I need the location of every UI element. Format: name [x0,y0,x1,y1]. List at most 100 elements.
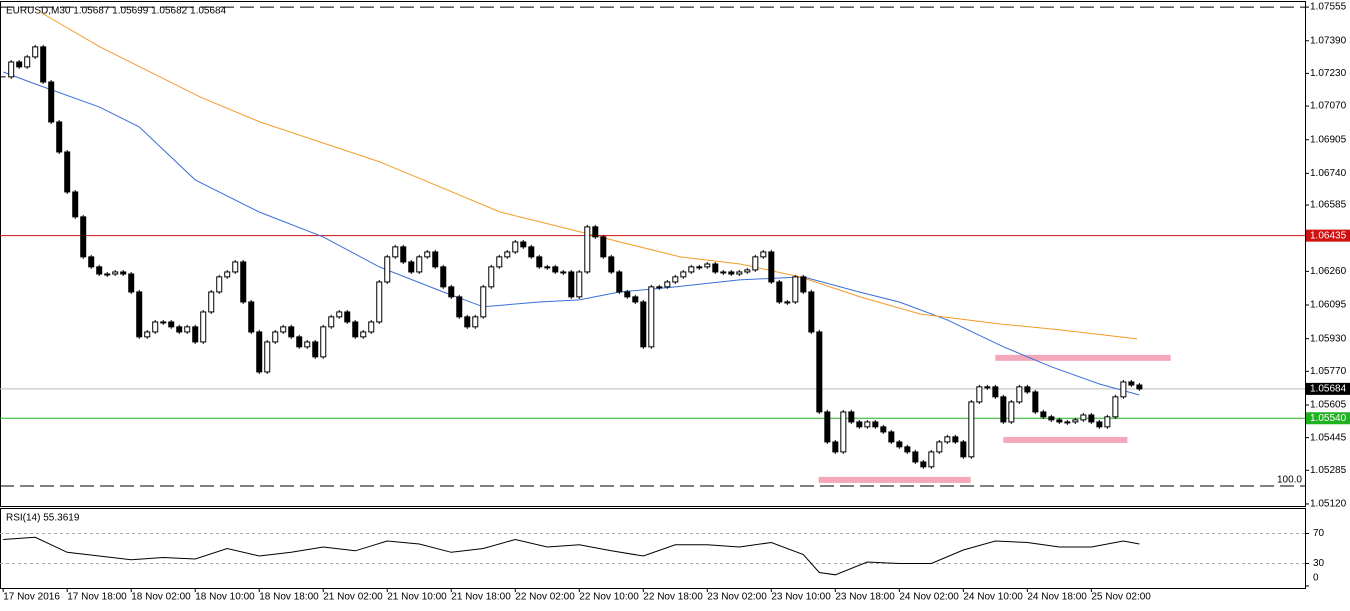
candle [112,271,119,275]
candle [432,251,439,268]
candle [584,226,591,273]
candle [992,386,999,398]
candle [536,256,543,268]
y-tick-label: 1.05445 [1310,432,1347,443]
candle [1048,416,1055,421]
candle [456,296,463,318]
candle [464,316,471,328]
candle [224,271,231,278]
candle [968,401,975,458]
candle [304,341,311,348]
candle [1064,421,1071,424]
x-tick-label: 23 Nov 18:00 [835,592,895,603]
moving-average [39,11,1138,340]
candle [1040,411,1047,418]
candle [600,236,607,258]
candle [88,256,95,268]
candle [1032,391,1039,413]
candle [560,271,567,274]
y-tick-label: 1.05930 [1310,333,1347,344]
candle [824,411,831,443]
candle [176,326,183,333]
x-tick-label: 24 Nov 02:00 [899,592,959,603]
x-tick-label: 24 Nov 10:00 [963,592,1023,603]
candle [800,276,807,293]
candle [296,336,303,348]
candle [904,446,911,453]
candle [384,256,391,283]
y-tick-label: 1.06905 [1310,134,1347,145]
candle [472,316,479,328]
candle [1112,396,1119,418]
x-tick-label: 17 Nov 2016 [3,592,60,603]
candle [416,256,423,273]
candle [400,246,407,263]
candle [520,241,527,248]
candle [1128,381,1135,386]
candle [808,291,815,333]
candle [288,326,295,338]
candle [72,191,79,218]
candle [864,421,871,428]
candle [568,271,575,298]
rsi-panel [0,508,1306,589]
x-tick-label: 18 Nov 10:00 [195,592,255,603]
x-tick-label: 22 Nov 02:00 [515,592,575,603]
candle [872,421,879,428]
candle [504,251,511,258]
candle [544,266,551,269]
x-tick-label: 21 Nov 10:00 [387,592,447,603]
candle [336,311,343,318]
candle [776,281,783,303]
candle [1104,416,1111,428]
level-label: 1.05540 [1310,413,1347,424]
candle [1136,384,1143,390]
candle [840,411,847,453]
y-tick-label: 1.05605 [1310,400,1347,411]
candle [160,321,167,324]
candle [232,261,239,273]
candle [632,296,639,303]
candle [192,326,199,343]
candle [888,431,895,443]
candle [592,226,599,238]
chart-title: EURUSD,M30 1.05687 1.05699 1.05682 1.056… [6,6,227,17]
candle [1120,381,1127,398]
y-tick-label: 1.06585 [1310,200,1347,211]
x-tick-label: 24 Nov 18:00 [1027,592,1087,603]
y-tick-label: 1.05770 [1310,366,1347,377]
candle [144,331,151,338]
candle [640,301,647,348]
candle [728,271,735,275]
candle [616,271,623,293]
candle [608,256,615,273]
candle [880,426,887,433]
candle [184,326,191,333]
candle [280,326,287,333]
candle [928,451,935,468]
candle [696,266,703,269]
candle [552,266,559,273]
zone [818,476,971,483]
candle [448,286,455,298]
candle [944,436,951,443]
candle [248,301,255,333]
candle [984,386,991,389]
candle [272,331,279,343]
candle [64,151,71,193]
y-tick-label: 1.06095 [1310,300,1347,311]
candle [1056,419,1063,423]
x-tick-label: 23 Nov 10:00 [771,592,831,603]
candle [80,216,87,258]
candle [128,273,135,293]
candle [352,321,359,338]
candle [488,266,495,288]
x-tick-label: 18 Nov 02:00 [131,592,191,603]
candle [736,271,743,275]
x-tick-label: 18 Nov 18:00 [259,592,319,603]
candle [1016,386,1023,403]
zone [995,354,1171,361]
y-tick-label: 1.06740 [1310,168,1347,179]
candle [216,276,223,293]
